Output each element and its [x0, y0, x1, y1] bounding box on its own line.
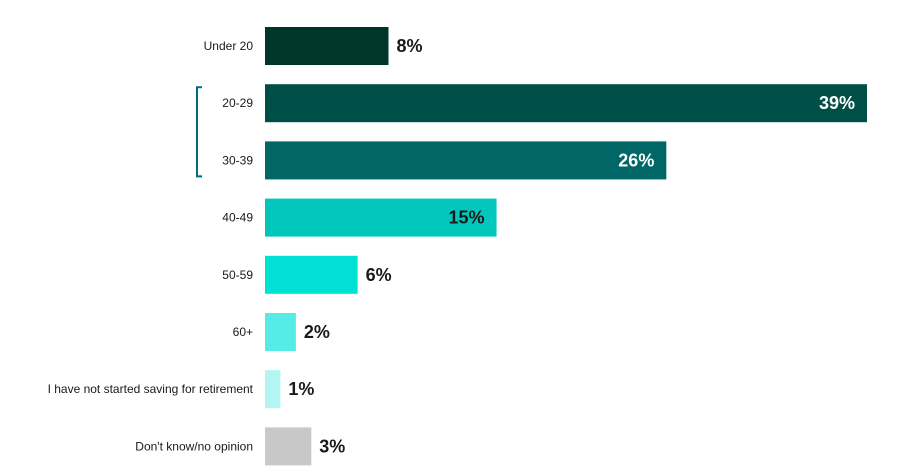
category-label-60: 60+ — [233, 325, 253, 339]
value-label-don-t-know-no-opinion: 3% — [319, 436, 345, 456]
category-label-20-29: 20-29 — [222, 96, 253, 110]
value-label-40-49: 15% — [449, 208, 485, 228]
value-label-60: 2% — [304, 322, 330, 342]
category-label-30-39: 30-39 — [222, 153, 253, 167]
value-label-under-20: 8% — [396, 36, 422, 56]
bar-30-39 — [265, 141, 667, 180]
value-label-20-29: 39% — [819, 93, 855, 113]
bar-don-t-know-no-opinion — [265, 427, 312, 466]
value-label-30-39: 26% — [618, 150, 654, 170]
category-label-under-20: Under 20 — [204, 39, 254, 53]
group-bracket — [196, 86, 202, 178]
bar-40-49 — [265, 198, 497, 237]
bar-i-have-not-started-saving-for-retirement — [265, 370, 281, 409]
bar-50-59 — [265, 255, 358, 294]
bar-20-29 — [265, 84, 867, 123]
value-label-50-59: 6% — [366, 265, 392, 285]
bar-60 — [265, 313, 296, 351]
category-label-i-have-not-started-saving-for-retirement: I have not started saving for retirement — [48, 382, 254, 396]
value-label-i-have-not-started-saving-for-retirement: 1% — [288, 379, 314, 399]
category-label-don-t-know-no-opinion: Don't know/no opinion — [135, 439, 253, 453]
category-label-50-59: 50-59 — [222, 268, 253, 282]
category-label-40-49: 40-49 — [222, 211, 253, 225]
bar-under-20 — [265, 27, 389, 65]
